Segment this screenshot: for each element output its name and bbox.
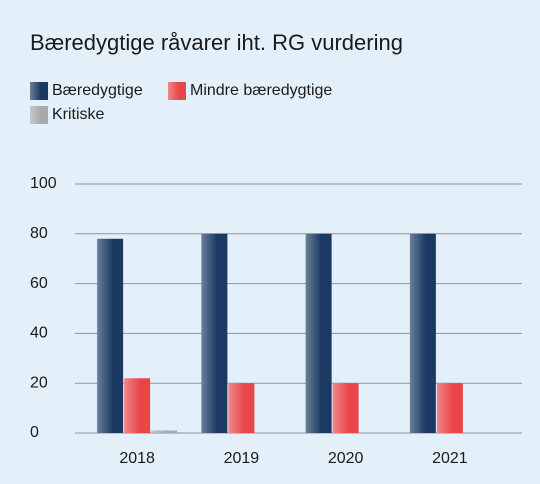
bar: [305, 233, 332, 433]
legend-label: Mindre bæredygtige: [190, 82, 332, 99]
y-tick-label: 80: [30, 225, 48, 242]
bar: [124, 378, 151, 433]
y-tick-label: 20: [30, 374, 48, 391]
legend-swatch: [30, 82, 48, 100]
chart-title: Bæredygtige råvarer iht. RG vurdering: [30, 30, 403, 55]
bar: [436, 383, 463, 433]
x-tick-label: 2021: [432, 450, 468, 467]
x-tick-label: 2019: [224, 450, 260, 467]
x-tick-label: 2018: [119, 450, 155, 467]
x-tick-label: 2020: [328, 450, 364, 467]
bar: [97, 238, 124, 433]
legend-swatch: [30, 106, 48, 124]
bar: [332, 383, 359, 433]
legend-swatch: [168, 82, 186, 100]
bar: [151, 430, 178, 433]
bar: [409, 233, 436, 433]
y-tick-label: 0: [30, 424, 39, 441]
legend-label: Bæredygtige: [52, 82, 143, 99]
y-tick-label: 40: [30, 325, 48, 342]
legend-label: Kritiske: [52, 106, 105, 123]
y-tick-label: 60: [30, 275, 48, 292]
y-tick-label: 100: [30, 175, 57, 192]
bar: [201, 233, 228, 433]
bar: [228, 383, 255, 433]
